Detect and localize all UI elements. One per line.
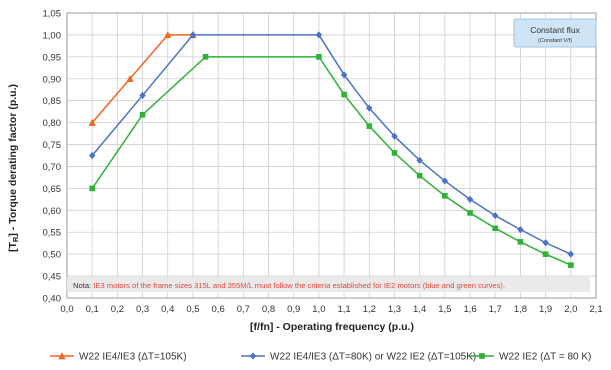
y-tick-label: 0,90 <box>43 74 62 85</box>
x-tick-label: 0,2 <box>111 304 124 315</box>
note-text: Nota: IE3 motors of the frame sizes 315L… <box>73 281 505 290</box>
data-point-series-3 <box>417 173 423 179</box>
x-tick-label: 0,3 <box>136 304 149 315</box>
x-tick-label: 1,2 <box>363 304 376 315</box>
y-axis-title-suffix: ] - Torque derating factor (p.u.) <box>7 84 19 237</box>
data-point-series-3 <box>316 54 322 60</box>
data-point-series-3 <box>89 186 95 192</box>
x-tick-label: 1,9 <box>539 304 552 315</box>
x-tick-label: 0,7 <box>237 304 250 315</box>
x-tick-label: 1,6 <box>463 304 476 315</box>
note-prefix: Nota: <box>73 281 93 290</box>
x-tick-label: 2,1 <box>589 304 602 315</box>
x-tick-label: 1,0 <box>312 304 325 315</box>
legend-marker-2 <box>250 352 256 359</box>
x-tick-label: 1,1 <box>337 304 350 315</box>
x-tick-label: 0,8 <box>262 304 275 315</box>
y-tick-label: 0,95 <box>43 52 62 63</box>
x-tick-label: 0,9 <box>287 304 300 315</box>
series-line-3 <box>92 57 571 265</box>
data-point-series-3 <box>467 210 473 216</box>
data-point-series-3 <box>341 92 347 98</box>
legend-label-3: W22 IE2 (ΔT = 80 K) <box>499 352 591 363</box>
note-box: Nota: IE3 motors of the frame sizes 315L… <box>67 277 590 292</box>
y-tick-label: 0,75 <box>43 140 62 151</box>
x-tick-label: 1,3 <box>388 304 401 315</box>
data-point-series-3 <box>392 150 398 156</box>
constant-flux-title: Constant flux <box>530 25 580 35</box>
x-tick-label: 0,5 <box>186 304 199 315</box>
y-tick-label: 1,05 <box>43 9 62 20</box>
x-tick-label: 2,0 <box>564 304 577 315</box>
x-tick-label: 0,6 <box>212 304 225 315</box>
y-tick-labels: 0,40 0,45 0,50 0,55 0,60 0,65 0,70 0,75 0,80 0,85… <box>43 9 62 305</box>
data-point-series-3 <box>203 54 209 60</box>
x-tick-label: 0,1 <box>86 304 99 315</box>
y-tick-label: 0,45 <box>43 272 62 283</box>
data-point-series-3 <box>140 112 146 118</box>
data-point-series-3 <box>366 123 372 129</box>
data-point-series-3 <box>442 193 448 199</box>
x-tick-labels: 0,0 0,1 0,2 0,3 0,4 0,5 0,6 0,7 0,8 0,9 1,0 1,1 1,2 1… <box>60 304 602 315</box>
data-point-series-3 <box>492 225 498 231</box>
legend-label-2: W22 IE4/IE3 (ΔT=80K) or W22 IE2 (ΔT=105K… <box>270 352 476 363</box>
data-point-series-3 <box>568 262 574 268</box>
x-tick-label: 1,4 <box>413 304 426 315</box>
y-axis-title-prefix: [T <box>7 241 19 251</box>
y-tick-label: 0,50 <box>43 250 62 261</box>
x-tick-label: 1,8 <box>514 304 527 315</box>
y-tick-label: 0,80 <box>43 118 62 129</box>
data-point-series-2 <box>542 239 548 246</box>
legend-marker-3 <box>479 353 485 359</box>
note-body: IE3 motors of the frame sizes 315L and 3… <box>93 281 505 290</box>
x-axis-title: [f/fn] - Operating frequency (p.u.) <box>250 321 414 333</box>
y-tick-label: 0,40 <box>43 294 62 305</box>
x-tick-label: 0,0 <box>60 304 73 315</box>
legend-label-1: W22 IE4/IE3 (ΔT=105K) <box>79 352 187 363</box>
x-tick-label: 0,4 <box>161 304 174 315</box>
y-tick-label: 0,55 <box>43 228 62 239</box>
data-point-series-3 <box>543 251 549 257</box>
x-tick-label: 1,5 <box>438 304 451 315</box>
constant-flux-box: Constant flux (Constant V/f) <box>514 19 596 47</box>
constant-flux-subtitle: (Constant V/f) <box>538 38 572 44</box>
y-tick-label: 0,85 <box>43 96 62 107</box>
y-tick-label: 1,00 <box>43 30 62 41</box>
data-point-series-3 <box>518 239 524 245</box>
x-tick-label: 1,7 <box>489 304 502 315</box>
y-tick-label: 0,70 <box>43 162 62 173</box>
legend: W22 IE4/IE3 (ΔT=105K) W22 IE4/IE3 (ΔT=80K… <box>50 352 591 363</box>
y-tick-label: 0,65 <box>43 184 62 195</box>
data-point-series-2 <box>568 251 574 258</box>
y-axis-title: [TR] - Torque derating factor (p.u.) <box>7 84 20 252</box>
y-tick-label: 0,60 <box>43 206 62 217</box>
data-point-series-2 <box>492 212 498 219</box>
